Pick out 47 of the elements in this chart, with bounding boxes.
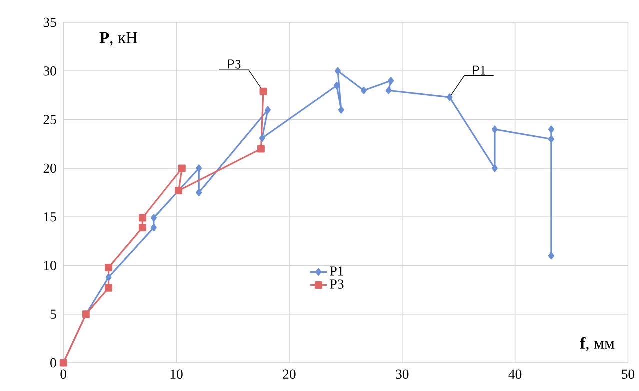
point <box>492 164 498 172</box>
point <box>334 82 340 90</box>
point <box>150 214 157 222</box>
x-tick-label: 50 <box>622 370 635 379</box>
point <box>150 224 157 232</box>
annotation: P3 <box>228 60 241 69</box>
y-tick-label: 15 <box>44 212 56 222</box>
point <box>338 106 344 114</box>
y-tick-label: 25 <box>44 115 56 124</box>
point <box>388 76 394 84</box>
x-axis-title: f, мм <box>580 336 615 352</box>
point <box>386 86 392 94</box>
point <box>196 164 202 172</box>
point <box>105 264 112 272</box>
point <box>105 284 112 292</box>
legend-label: P3 <box>330 280 344 289</box>
point <box>335 67 342 75</box>
point <box>175 186 183 194</box>
point <box>492 126 498 134</box>
x-tick-label: 10 <box>170 370 183 379</box>
x-tick-label: 30 <box>396 370 409 379</box>
point <box>259 134 266 142</box>
point <box>138 224 146 232</box>
point <box>138 214 146 222</box>
x-tick-label: 20 <box>283 370 296 379</box>
y-tick-label: 5 <box>50 310 56 319</box>
point <box>446 94 453 101</box>
y-tick-label: 30 <box>44 66 56 76</box>
y-tick-label: 35 <box>44 18 56 27</box>
point <box>361 86 367 94</box>
point <box>258 145 265 153</box>
x-tick-label: 40 <box>508 370 522 379</box>
point <box>548 135 554 143</box>
y-axis-title: P, кН <box>100 32 138 46</box>
y-tick-label: 0 <box>50 358 56 368</box>
point <box>260 88 268 96</box>
x-tick-label: 0 <box>60 370 67 379</box>
legend-label: P1 <box>330 266 344 276</box>
point <box>106 274 112 281</box>
annotation: P1 <box>473 66 486 75</box>
point <box>548 252 554 260</box>
point <box>178 164 186 172</box>
point <box>196 188 202 196</box>
point <box>548 126 554 134</box>
y-tick-label: 10 <box>44 260 56 270</box>
point <box>265 106 271 114</box>
y-tick-label: 20 <box>44 164 56 173</box>
